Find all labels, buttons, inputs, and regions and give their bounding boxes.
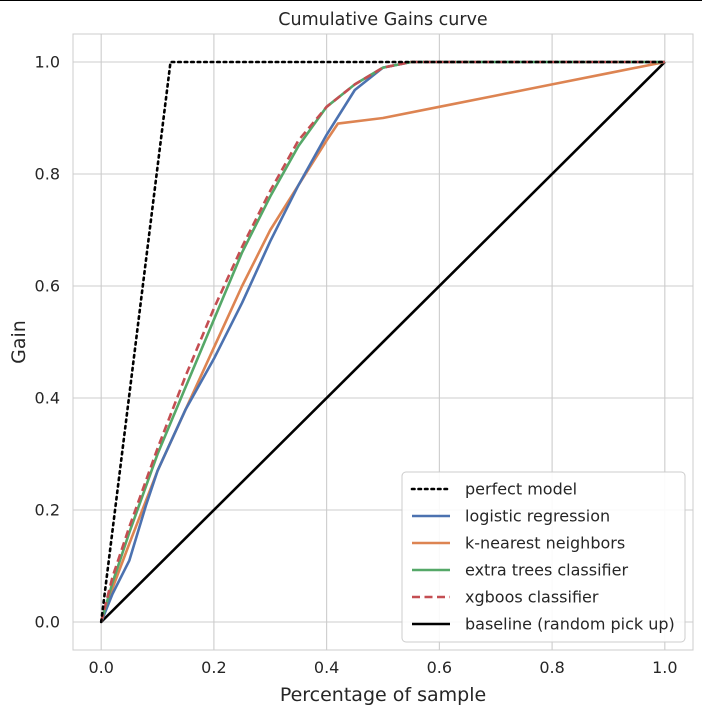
legend-label-logistic-regression: logistic regression — [465, 507, 610, 526]
chart-title: Cumulative Gains curve — [278, 10, 487, 30]
legend-label-perfect-model: perfect model — [465, 480, 577, 499]
legend-label-xgboos-classifier: xgboos classifier — [465, 588, 599, 607]
y-tick-label: 0.2 — [35, 501, 60, 520]
legend: perfect model logistic regression k-neares… — [401, 471, 686, 643]
x-tick-label: 0.0 — [88, 658, 113, 677]
x-tick-label: 0.8 — [539, 658, 564, 677]
legend-box — [401, 471, 686, 643]
y-axis-label: Gain — [8, 320, 30, 364]
y-tick-label: 0.6 — [35, 277, 60, 296]
series-line-perfect-model — [99, 60, 667, 624]
legend-label-k-nearest-neighbors: k-nearest neighbors — [465, 534, 625, 553]
series-lines — [99, 60, 667, 624]
legend-label-extra-trees-classifier: extra trees classifier — [465, 561, 628, 580]
tick-labels: 0.0 0.2 0.4 0.6 0.8 1.0 0.0 0.2 0.4 0.6 0.8 1.0 — [35, 53, 678, 678]
x-tick-label: 0.2 — [201, 658, 226, 677]
x-tick-label: 1.0 — [652, 658, 677, 677]
y-tick-label: 1.0 — [35, 53, 60, 72]
y-tick-label: 0.4 — [35, 389, 60, 408]
y-tick-label: 0.8 — [35, 165, 60, 184]
series-line-baseline-random-pick-up — [100, 61, 666, 623]
window-top-border — [0, 0, 702, 1]
legend-label-baseline-random-pick-up: baseline (random pick up) — [465, 615, 675, 634]
y-tick-label: 0.0 — [35, 613, 60, 632]
x-tick-label: 0.6 — [427, 658, 452, 677]
x-tick-label: 0.4 — [314, 658, 339, 677]
x-axis-label: Percentage of sample — [280, 684, 486, 706]
